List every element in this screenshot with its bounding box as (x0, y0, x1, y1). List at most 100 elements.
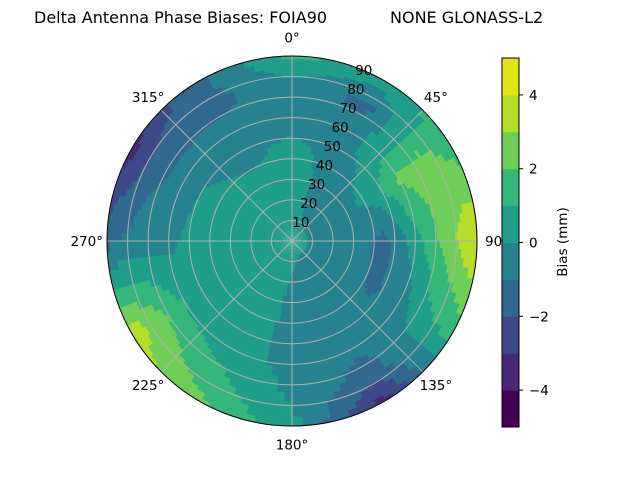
contour-cell (291, 163, 297, 168)
contour-cell (328, 196, 335, 202)
contour-cell (291, 92, 301, 97)
contour-cell (298, 216, 302, 221)
contour-cell (291, 187, 296, 192)
contour-cell (292, 234, 295, 239)
contour-cell (376, 90, 388, 100)
contour-cell (295, 228, 298, 233)
contour-cell (295, 154, 302, 159)
contour-cell (295, 166, 301, 171)
contour-cell (291, 86, 301, 91)
contour-cell (291, 141, 298, 146)
contour-cell (318, 107, 328, 114)
contour-cell (317, 72, 329, 79)
contour-cell (298, 223, 301, 228)
contour-cell (294, 228, 297, 233)
contour-cell (331, 198, 337, 205)
contour-cell (296, 222, 299, 227)
contour-cell (353, 96, 365, 105)
contour-cell (340, 84, 352, 92)
contour-cell (291, 123, 299, 128)
contour-cell (294, 188, 298, 192)
contour-cell (291, 138, 298, 143)
contour-cell (291, 126, 299, 131)
contour-cell (386, 89, 399, 100)
contour-cell (320, 130, 329, 136)
contour-cell (294, 175, 300, 180)
contour-cell (351, 102, 362, 110)
contour-cell (291, 160, 297, 165)
contour-cell (291, 107, 300, 112)
contour-cell (369, 83, 381, 92)
contour-cell (356, 90, 368, 99)
contour-cell (296, 144, 303, 150)
contour-cell (294, 231, 297, 236)
contour-cell (355, 70, 368, 79)
contour-cell (385, 92, 397, 102)
contour-cell (298, 223, 302, 228)
contour-cell (325, 109, 335, 116)
contour-cell (320, 101, 330, 108)
contour-cell (335, 73, 347, 80)
contour-cell (293, 235, 297, 239)
contour-cell (350, 104, 361, 113)
contour-cell (398, 90, 410, 101)
contour-cell (291, 101, 301, 106)
contour-cell (333, 108, 343, 115)
contour-cell (293, 231, 296, 236)
contour-cell (372, 77, 385, 87)
contour-cell (350, 81, 363, 90)
contour-cell (293, 235, 297, 239)
contour-cell (332, 111, 342, 118)
contour-cell (347, 64, 360, 72)
contour-cell (394, 95, 406, 105)
contour-cell (294, 222, 297, 226)
contour-cell (297, 123, 305, 128)
contour-cell (296, 230, 300, 234)
contour-cell (296, 226, 299, 230)
contour-cell (326, 194, 332, 200)
contour-cell (296, 141, 303, 146)
contour-cell (380, 82, 393, 92)
contour-cell (292, 228, 294, 232)
contour-cell (345, 70, 358, 78)
contour-cell (330, 117, 340, 124)
contour-cell (341, 107, 351, 115)
contour-cell (324, 192, 330, 199)
contour-cell (298, 169, 304, 175)
contour-cell (294, 225, 297, 230)
contour-cell (323, 86, 334, 93)
contour-cell (296, 229, 300, 234)
contour-cell (295, 232, 299, 237)
contour-cell (337, 64, 350, 72)
contour-cell (292, 234, 295, 239)
contour-cell (347, 90, 359, 98)
contour-cell (293, 228, 296, 233)
contour-cell (403, 98, 415, 109)
contour-cell (291, 70, 302, 75)
contour-cell (296, 229, 299, 234)
contour-cell (298, 227, 301, 231)
contour-cell (323, 118, 332, 124)
contour-cell (319, 133, 328, 139)
contour-cell (294, 181, 299, 186)
contour-cell (365, 71, 378, 80)
contour-cell (321, 95, 332, 102)
contour-cell (291, 144, 298, 149)
contour-cell (329, 94, 340, 101)
contour-cell (401, 100, 413, 112)
contour-cell (334, 76, 346, 83)
contour-cell (291, 104, 300, 109)
contour-cell (297, 120, 306, 125)
contour-cell (296, 226, 300, 231)
contour-cell (317, 69, 329, 76)
contour-cell (293, 221, 296, 226)
contour-cell (408, 107, 420, 118)
contour-cell (346, 93, 357, 101)
contour-cell (291, 150, 298, 155)
contour-cell (332, 82, 344, 89)
contour-cell (331, 88, 342, 95)
contour-cell (291, 132, 299, 137)
contour-cell (291, 61, 303, 66)
contour-cell (363, 73, 376, 83)
